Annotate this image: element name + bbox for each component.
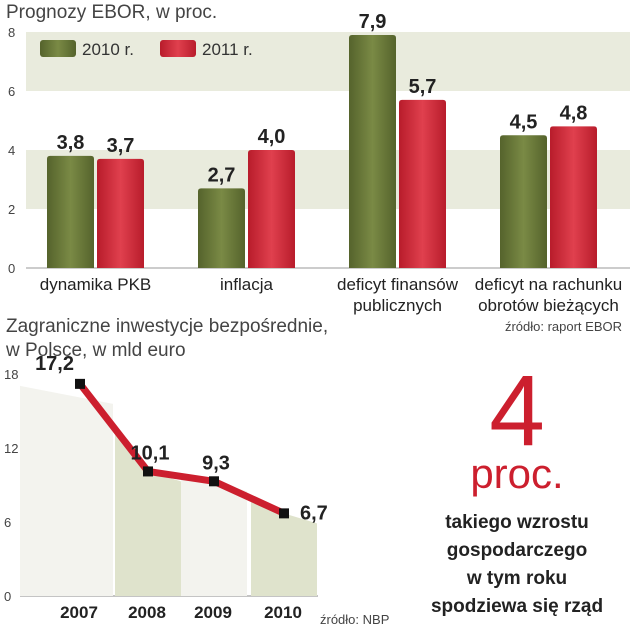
bar-chart-source: źródło: raport EBOR	[505, 319, 622, 334]
line-chart-series: 17,2 10,1 9,3 6,7	[35, 353, 328, 524]
bar-2011	[550, 126, 597, 269]
bar-value-label: 7,9	[359, 11, 387, 33]
line-chart-x-tick: 2010	[264, 603, 302, 622]
line-value-label: 6,7	[300, 502, 328, 524]
bar-chart-y-tick: 2	[8, 202, 15, 217]
bar-category-label: dynamika PKB	[40, 275, 152, 294]
legend-swatch	[160, 40, 196, 57]
bar-category-label: deficyt na rachunku	[475, 275, 622, 294]
line-chart-x-tick: 2008	[128, 603, 166, 622]
highlight-number: 4	[489, 355, 545, 467]
bar-chart-y-tick: 4	[8, 143, 15, 158]
bar-chart-y-tick: 6	[8, 84, 15, 99]
line-chart-y-tick: 18	[4, 367, 18, 382]
line-chart-source: źródło: NBP	[320, 612, 389, 627]
bar-value-label: 4,0	[258, 126, 286, 148]
bar-chart-bars: 3,8 3,7 2,7 4,0 7,9 5,7 4,5 4,8	[47, 11, 597, 269]
bar-chart-band	[26, 32, 630, 91]
line-point	[143, 466, 153, 477]
bar-2010	[500, 135, 547, 268]
line-chart-panel	[115, 427, 181, 596]
line-chart-y-tick: 6	[4, 515, 11, 530]
bar-2011	[97, 158, 144, 268]
legend-swatch	[40, 40, 76, 57]
bar-2010	[349, 34, 396, 269]
legend-label: 2011 r.	[202, 40, 253, 59]
line-chart-x-tick: 2009	[194, 603, 232, 622]
bar-2011	[248, 150, 295, 268]
line-series	[77, 381, 286, 517]
bar-value-label: 3,7	[107, 135, 135, 157]
bar-chart-title: Prognozy EBOR, w proc.	[6, 2, 217, 23]
highlight-line-2: gospodarczego	[447, 540, 587, 561]
highlight-line-1: takiego wzrostu	[445, 512, 589, 533]
bar-chart-y-tick: 8	[8, 25, 15, 40]
line-value-label: 9,3	[202, 452, 230, 474]
bar-category-label: obrotów bieżących	[478, 296, 619, 315]
bar-chart-y-axis: 0 2 4 6 8	[8, 25, 15, 276]
line-chart: Zagraniczne inwestycje bezpośrednie, w P…	[4, 316, 389, 627]
bar-2011	[399, 99, 446, 268]
line-chart-y-tick: 12	[4, 441, 18, 456]
line-value-label: 17,2	[35, 353, 74, 375]
legend-label: 2010 r.	[82, 40, 134, 59]
highlight-callout: 4 proc. takiego wzrostu gospodarczego w …	[431, 355, 603, 617]
highlight-line-3: w tym roku	[466, 568, 567, 589]
line-chart-x-tick: 2007	[60, 603, 98, 622]
line-chart-title-line-1: Zagraniczne inwestycje bezpośrednie,	[6, 316, 328, 337]
line-point	[75, 378, 85, 389]
bar-chart-y-tick: 0	[8, 261, 15, 276]
line-chart-y-axis: 0 6 12 18	[4, 367, 18, 604]
line-chart-title-line-2: w Polsce, w mld euro	[5, 340, 186, 361]
line-chart-x-axis: 2007 2008 2009 2010	[60, 603, 302, 622]
highlight-unit: proc.	[470, 450, 563, 497]
line-point	[279, 508, 289, 519]
bar-category-label: inflacja	[220, 275, 273, 294]
bar-2010	[198, 188, 245, 268]
bar-value-label: 3,8	[57, 132, 85, 154]
line-chart-panels	[20, 385, 318, 597]
line-value-label: 10,1	[131, 442, 170, 464]
bar-chart: Prognozy EBOR, w proc. 0 2 4 6 8 3,8 3,7 2,7 4,…	[6, 2, 630, 334]
bar-value-label: 4,5	[510, 111, 538, 133]
bar-chart-categories: dynamika PKB inflacja deficyt finansów publ…	[40, 275, 622, 315]
bar-category-label: publicznych	[353, 296, 442, 315]
bar-category-label: deficyt finansów	[337, 275, 459, 294]
bar-chart-legend: 2010 r. 2011 r.	[40, 40, 253, 59]
bar-value-label: 5,7	[409, 76, 437, 98]
bar-value-label: 4,8	[560, 102, 588, 124]
bar-value-label: 2,7	[208, 164, 236, 186]
line-chart-panel	[20, 385, 113, 596]
bar-2010	[47, 155, 94, 268]
line-chart-y-tick: 0	[4, 589, 11, 604]
line-chart-panel	[251, 497, 317, 596]
line-point	[209, 476, 219, 487]
line-chart-panel	[181, 476, 247, 596]
highlight-line-4: spodziewa się rząd	[431, 596, 603, 617]
